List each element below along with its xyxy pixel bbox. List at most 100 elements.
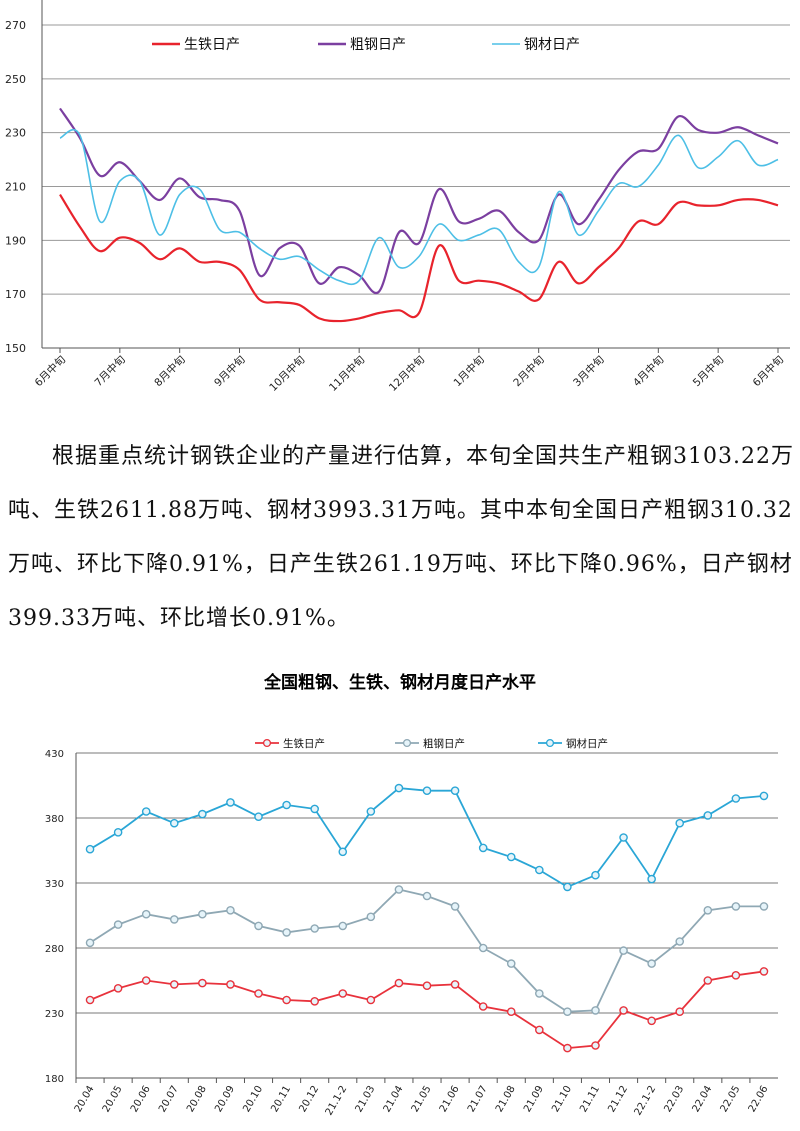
series-2-point-21-03 [366,912,376,922]
series-3-point-21-08 [506,852,516,862]
y-tick-label-190: 190 [5,234,26,247]
series-3-point-21-07 [478,843,488,853]
series-1-point-20-05 [113,983,123,993]
legend-label-2: 粗钢日产 [350,37,406,53]
series-3-point-20-07 [169,818,179,828]
legend-label-3: 钢材日产 [524,37,580,53]
x-tick-label-22-1-2: 22.1-2 [633,1084,659,1117]
legend-marker-1 [262,738,272,748]
x-tick-label-10: 4月中旬 [630,353,666,389]
series-1-point-21-08 [506,1007,516,1017]
legend-label-2: 粗钢日产 [423,737,465,750]
x-tick-label-20-08: 20.08 [185,1084,209,1114]
series-1-point-20-09 [226,980,235,989]
x-tick-label-20-10: 20.10 [241,1084,265,1114]
series-2-point-20-06 [141,909,151,919]
x-tick-label-20-04: 20.04 [73,1084,97,1114]
series-2-point-20-07 [169,915,179,924]
series-2-point-21-11 [591,1006,600,1015]
summary-text: 根据重点统计钢铁企业的产量进行估算，本旬全国共生产粗钢3103.22万吨、生铁2… [8,444,794,631]
series-1-point-20-04 [85,995,95,1005]
x-tick-label-21-10: 21.10 [550,1084,574,1114]
series-1-point-20-10 [254,989,263,998]
series-3-point-20-11 [282,800,291,810]
x-tick-label-21-03: 21.03 [354,1084,378,1114]
x-tick-label-21-07: 21.07 [466,1084,490,1114]
series-2-point-20-08 [198,909,207,919]
series-3-point-20-06 [141,807,151,816]
series-3-point-22-1-2 [647,874,656,884]
y-tick-label-380: 380 [45,814,64,825]
y-tick-label-170: 170 [5,288,26,301]
series-2-point-22-1-2 [647,959,656,968]
series-1-point-22-06 [759,967,769,976]
y-tick-label-230: 230 [45,1009,64,1020]
series-1-point-21-05 [422,981,432,991]
series-3-point-22-06 [759,791,769,801]
series-2-point-22-06 [759,902,769,911]
series-1-point-20-08 [198,978,207,988]
summary-paragraph: 根据重点统计钢铁企业的产量进行估算，本旬全国共生产粗钢3103.22万吨、生铁2… [8,430,798,646]
series-2-point-21-04 [394,885,404,894]
x-tick-label-20-11: 20.11 [269,1084,293,1114]
series-3-point-22-04 [703,811,713,820]
x-tick-label-22-04: 22.04 [691,1084,715,1114]
series-3-point-20-09 [226,798,235,807]
x-tick-label-5: 11月中旬 [326,353,367,394]
series-1-point-22-04 [703,976,713,985]
y-tick-labels: 180 230 280 330 380 430 [45,749,64,1085]
series-3-point-21-06 [450,786,460,795]
series-line-3 [59,129,779,286]
x-axis: 6月中旬 7月中旬 8月中旬 9月中旬 10月中旬 11月中旬 12月中旬 1月中旬 2月中旬 3… [32,348,786,394]
legend-label-1: 生铁日产 [283,737,325,750]
series-2-point-20-12 [310,924,319,933]
x-tick-label-11: 5月中旬 [690,353,726,389]
series-3-point-20-10 [254,812,263,821]
series-2-point-22-04 [703,905,713,915]
x-tick-label-20-12: 20.12 [297,1084,321,1114]
x-tick-label-21-08: 21.08 [494,1084,518,1114]
x-axis: 20.04 20.05 20.06 20.07 20.08 20.09 20.10 20.11… [73,1078,771,1117]
series-3-point-21-11 [591,870,600,880]
legend-marker-3 [545,738,555,748]
series-line-3 [89,787,765,888]
legend-label-1: 生铁日产 [184,37,240,53]
series-2-point-22-03 [675,937,685,946]
series-3-point-21-04 [394,783,404,793]
series-3-point-20-12 [310,804,319,814]
series-3-point-21-1-2 [338,847,348,857]
series-3-point-21-03 [366,807,376,816]
y-tick-label-250: 250 [5,73,26,86]
y-tick-label-430: 430 [45,749,64,760]
series-3-point-21-09 [535,865,544,875]
y-tick-label-210: 210 [5,181,26,194]
series-1-point-22-05 [731,970,741,980]
x-tick-label-22-05: 22.05 [719,1084,743,1114]
series-1-point-21-10 [563,1043,572,1053]
series-2-point-21-06 [450,902,460,911]
x-tick-label-3: 9月中旬 [211,353,247,389]
x-tick-label-21-04: 21.04 [382,1084,406,1114]
daily-output-ten-day-chart: 150 170 190 210 230 250 270 6月中旬 7月中旬 8月中旬 9月中旬 10… [5,0,790,394]
y-gridlines [41,0,790,349]
x-tick-label-0: 6月中旬 [32,353,68,389]
y-tick-label-180: 180 [45,1074,64,1085]
x-tick-label-9: 3月中旬 [570,353,606,389]
series-2-point-21-07 [478,943,488,953]
series-lines [59,107,779,323]
series-line-1 [59,193,779,323]
x-tick-label-20-07: 20.07 [157,1084,181,1114]
y-gridlines [75,752,778,1079]
y-tick-label-270: 270 [5,19,26,32]
series-1-point-20-06 [141,976,151,985]
x-tick-label-21-12: 21.12 [606,1084,630,1114]
legend: 生铁日产 粗钢日产 钢材日产 [152,37,580,53]
x-tick-label-8: 2月中旬 [511,353,547,389]
series-1-point-21-11 [591,1041,600,1050]
series-3-point-21-10 [563,882,572,892]
series-2-point-20-10 [254,921,263,931]
series-1-point-21-03 [366,995,376,1005]
x-tick-label-20-09: 20.09 [213,1084,237,1114]
x-tick-label-12: 6月中旬 [750,353,786,389]
x-tick-label-21-09: 21.09 [522,1084,546,1114]
